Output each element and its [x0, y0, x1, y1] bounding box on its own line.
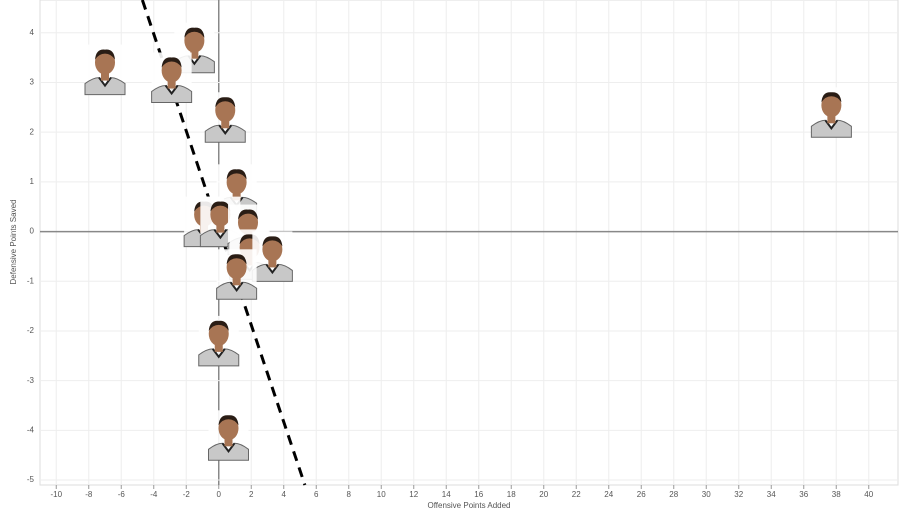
head	[821, 93, 842, 118]
x-tick-label: 40	[864, 490, 873, 499]
x-tick-label: 20	[539, 490, 548, 499]
neck	[827, 114, 836, 124]
y-tick-label: 1	[30, 177, 35, 186]
x-tick-label: -8	[85, 490, 93, 499]
head	[238, 210, 258, 235]
head	[161, 58, 182, 83]
y-tick-label: 0	[30, 227, 35, 236]
head	[184, 28, 205, 53]
neck	[224, 437, 233, 447]
hair	[95, 49, 115, 60]
head	[95, 50, 115, 75]
hair	[218, 415, 239, 426]
player-headshot	[151, 52, 193, 104]
hair	[262, 236, 283, 247]
neck	[216, 223, 225, 233]
hair	[210, 201, 231, 212]
x-tick-label: -10	[50, 490, 62, 499]
x-tick-label: -6	[118, 490, 126, 499]
head	[262, 237, 283, 262]
neck	[221, 119, 230, 129]
player-headshot	[208, 410, 249, 461]
neck	[214, 342, 223, 352]
neck	[190, 49, 199, 59]
hair	[238, 209, 258, 220]
neck	[232, 276, 241, 286]
player-headshot	[84, 44, 126, 96]
x-tick-label: 38	[832, 490, 841, 499]
y-axis-label: Defensive Points Saved	[9, 200, 18, 285]
y-tick-label: 4	[30, 28, 35, 37]
neck	[101, 71, 109, 81]
y-tick-label: -3	[27, 376, 35, 385]
neck	[167, 79, 176, 89]
player-headshot	[216, 249, 258, 300]
player-headshot	[198, 315, 240, 367]
hair	[226, 254, 247, 265]
neck	[232, 191, 241, 201]
x-tick-label: 28	[669, 490, 678, 499]
y-tick-label: -4	[27, 425, 35, 434]
x-axis-label: Offensive Points Added	[427, 501, 510, 510]
x-tick-label: 16	[474, 490, 483, 499]
x-tick-label: 24	[604, 490, 613, 499]
head	[226, 170, 247, 195]
head	[215, 98, 236, 123]
x-tick-label: 36	[799, 490, 808, 499]
x-tick-label: 26	[637, 490, 646, 499]
x-tick-label: -4	[150, 490, 158, 499]
head	[210, 202, 231, 227]
player-headshot	[251, 231, 293, 282]
hair	[821, 92, 842, 103]
x-tick-label: 12	[409, 490, 418, 499]
y-tick-label: -5	[27, 475, 35, 484]
head	[218, 416, 239, 441]
x-tick-label: 6	[314, 490, 319, 499]
x-tick-label: 34	[767, 490, 776, 499]
hair	[161, 57, 182, 68]
head	[208, 321, 229, 346]
x-tick-label: 32	[734, 490, 743, 499]
x-tick-label: 30	[702, 490, 711, 499]
y-tick-label: 2	[30, 127, 35, 136]
x-tick-label: 10	[377, 490, 386, 499]
y-tick-label: -1	[27, 276, 35, 285]
x-tick-label: 2	[249, 490, 254, 499]
y-tick-label: 3	[30, 78, 35, 87]
hair	[208, 320, 229, 331]
x-tick-label: 4	[282, 490, 287, 499]
head	[226, 255, 247, 280]
hair	[215, 97, 236, 108]
x-tick-label: 8	[347, 490, 352, 499]
x-tick-label: 0	[217, 490, 222, 499]
x-tick-label: -2	[183, 490, 191, 499]
player-headshot	[810, 87, 852, 138]
hair	[184, 27, 205, 38]
player-headshot	[204, 92, 246, 143]
x-tick-label: 18	[507, 490, 516, 499]
neck	[268, 258, 277, 268]
hair	[226, 169, 247, 180]
y-tick-label: -2	[27, 326, 35, 335]
x-tick-label: 14	[442, 490, 451, 499]
x-tick-label: 22	[572, 490, 581, 499]
